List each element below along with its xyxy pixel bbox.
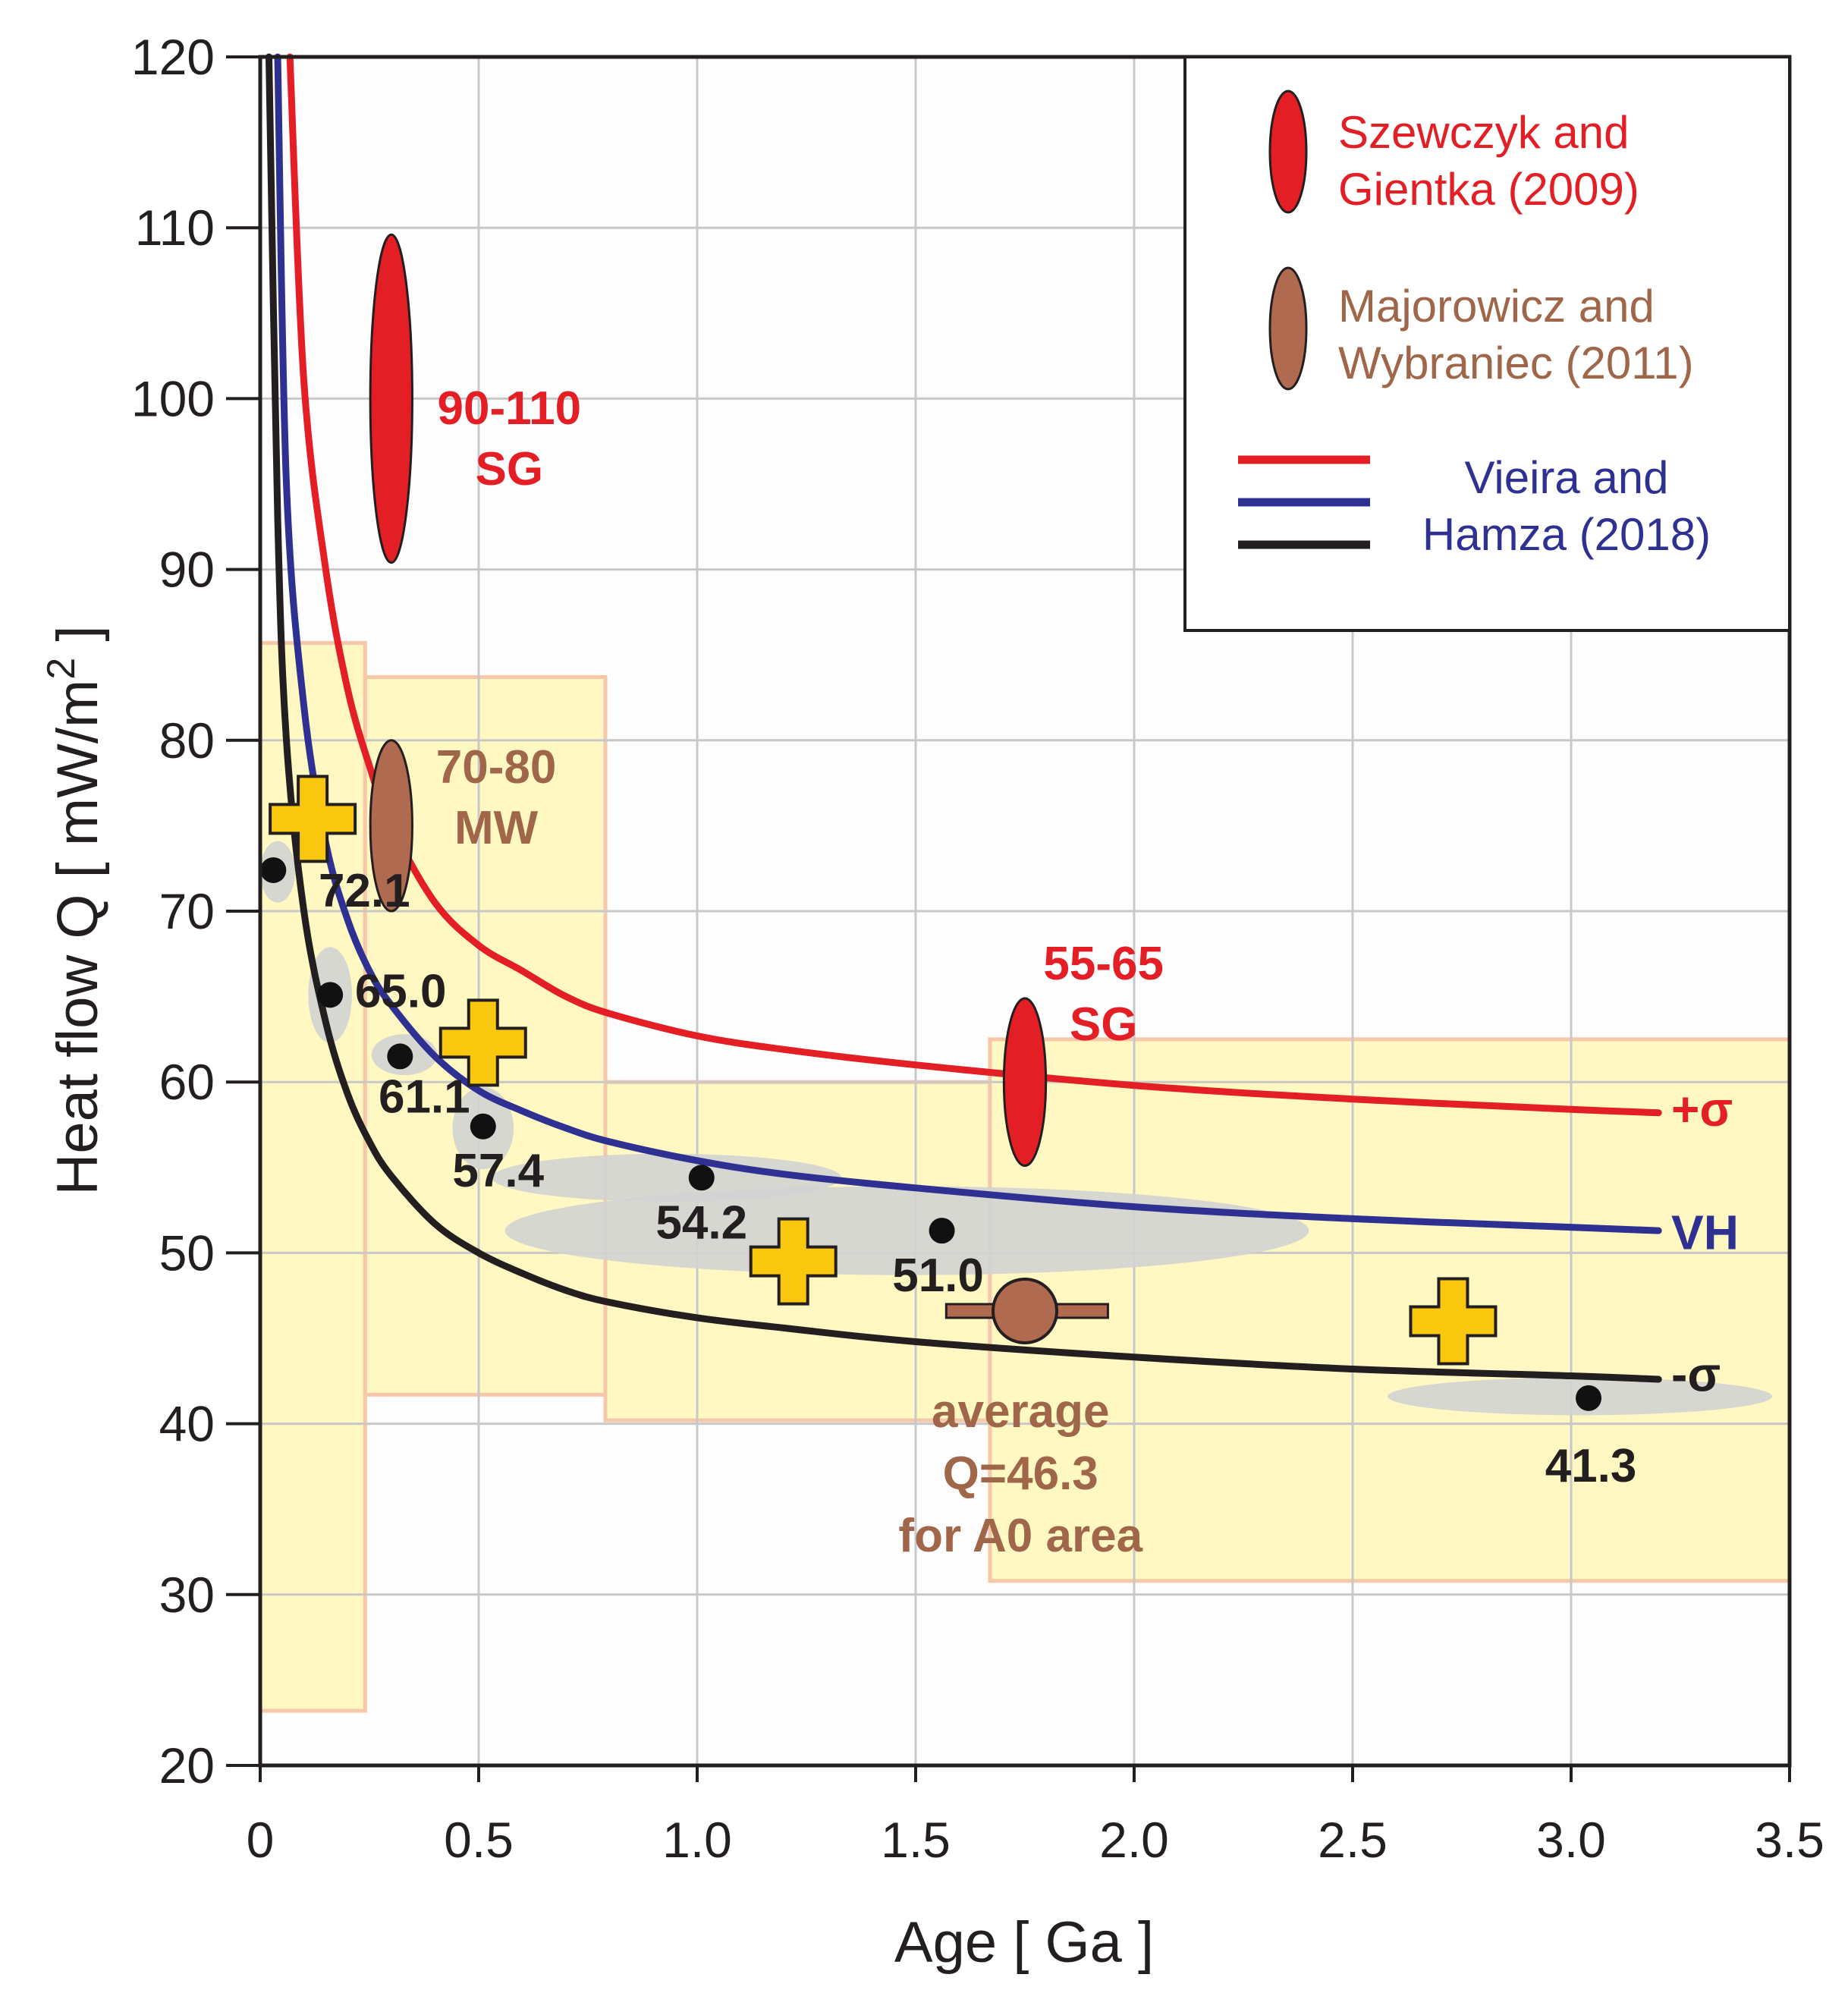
grid [260,57,1790,1765]
legend-brown-ellipse-marker [1268,266,1308,391]
legend-entry-1-line-2: Gientka (2009) [1338,164,1639,215]
measurement-ellipse-sg-2 [1002,997,1048,1168]
y-tick-label-5: 70 [159,883,215,939]
data-point-label-2: 65.0 [355,965,447,1017]
y-axis-title-superscript: 2 [39,658,83,680]
y-tick-label-8: 100 [131,370,215,426]
data-point-label-7: 41.3 [1545,1440,1637,1492]
average-label-line-3: for A0 area [898,1510,1142,1562]
data-points [260,857,1602,1411]
y-tick-label-6: 80 [159,712,215,769]
legend-entry-3-line-2: Hamza (2018) [1422,509,1711,560]
x-axis-ticks: 0 0.5 1.0 1.5 2.0 2.5 3.0 3.5 [247,1765,1824,1868]
y-tick-label-3: 50 [159,1224,215,1281]
x-tick-label-3: 1.5 [881,1812,951,1868]
legend-red-ellipse-marker [1268,90,1308,214]
measurement-ellipses [369,233,1048,1168]
plus-sigma-curve [286,53,1662,1117]
age-boxes [258,640,1792,1713]
data-point-4 [470,1113,496,1140]
y-tick-label-7: 90 [159,542,215,598]
data-point-2 [317,982,344,1008]
data-point-7 [1576,1385,1602,1411]
uncertainty-ellipses [260,841,1772,1416]
measurement-label-3-line-1: 70-80 [436,741,557,794]
x-tick-label-1: 0.5 [444,1812,514,1868]
x-tick-label-6: 3.0 [1536,1812,1606,1868]
y-tick-label-2: 40 [159,1396,215,1452]
x-tick-label-2: 1.0 [662,1812,732,1868]
y-tick-label-10: 120 [131,29,215,85]
x-tick-label-4: 2.0 [1099,1812,1169,1868]
y-tick-label-4: 60 [159,1054,215,1110]
legend-entry-1-line-1: Szewczyk and [1338,107,1630,158]
y-tick-label-9: 110 [135,200,215,256]
average-marker [944,1277,1109,1344]
annotations: 90-110 SG 55-65 SG 70-80 MW average Q=46.3 for A… [319,382,1739,1562]
y-axis-title: Heat flow Q [ mW/m2 ] [39,626,110,1196]
y-axis-title-close: ] [46,626,110,658]
average-label-line-1: average [932,1385,1109,1438]
cross-marker-1 [269,775,357,863]
x-tick-label-7: 3.5 [1755,1812,1824,1868]
y-axis-ticks: 20 30 40 50 60 70 80 90 100 110 120 [131,29,260,1794]
measurement-ellipse-sg-1 [369,233,413,564]
data-point-3 [387,1043,413,1070]
cross-marker-4 [1409,1277,1498,1366]
measurement-ellipse-mw-3 [369,739,413,913]
y-tick-label-0: 20 [159,1737,215,1794]
measurement-label-2-line-2: SG [1070,998,1138,1051]
data-point-label-3: 61.1 [379,1070,470,1123]
average-label-line-2: Q=46.3 [943,1448,1098,1500]
x-tick-label-5: 2.5 [1318,1812,1388,1868]
data-point-label-1: 72.1 [319,865,410,917]
data-point-1 [260,857,287,883]
legend-entry-3-line-1: Vieira and [1464,452,1668,503]
legend: Szewczyk and Gientka (2009) Majorowicz a… [1183,55,1791,632]
minus-sigma-curve [266,53,1662,1383]
legend-entry-2-line-2: Wybraniec (2011) [1338,338,1694,388]
average-circle-marker [992,1277,1058,1344]
curve-end-label-1: +σ [1671,1082,1733,1136]
x-axis-title: Age [ Ga ] [894,1910,1154,1975]
data-point-label-4: 57.4 [452,1145,544,1197]
cross-marker-2 [438,998,527,1087]
curve-end-label-3: -σ [1671,1347,1721,1401]
measurement-label-1-line-2: SG [476,443,544,495]
curve-end-label-2: VH [1671,1205,1739,1259]
y-axis-title-main: Heat flow Q [ mW/m [46,680,110,1196]
legend-entry-2-line-1: Majorowicz and [1338,281,1655,332]
cross-marker-3 [749,1217,838,1306]
age-box-4 [988,1037,1792,1583]
cross-markers [269,775,1498,1366]
x-tick-label-0: 0 [247,1812,275,1868]
data-point-5 [688,1165,715,1191]
measurement-label-1-line-1: 90-110 [437,382,581,435]
vh-curve [274,53,1662,1234]
uncertainty-ellipse-6 [504,1186,1309,1275]
measurement-label-2-line-1: 55-65 [1043,938,1164,990]
data-point-6 [929,1218,955,1244]
heat-flow-curves [266,53,1662,1383]
data-point-label-5: 54.2 [655,1196,747,1249]
y-tick-label-1: 30 [159,1567,215,1623]
data-point-label-6: 51.0 [892,1250,984,1302]
measurement-label-3-line-2: MW [454,802,539,854]
